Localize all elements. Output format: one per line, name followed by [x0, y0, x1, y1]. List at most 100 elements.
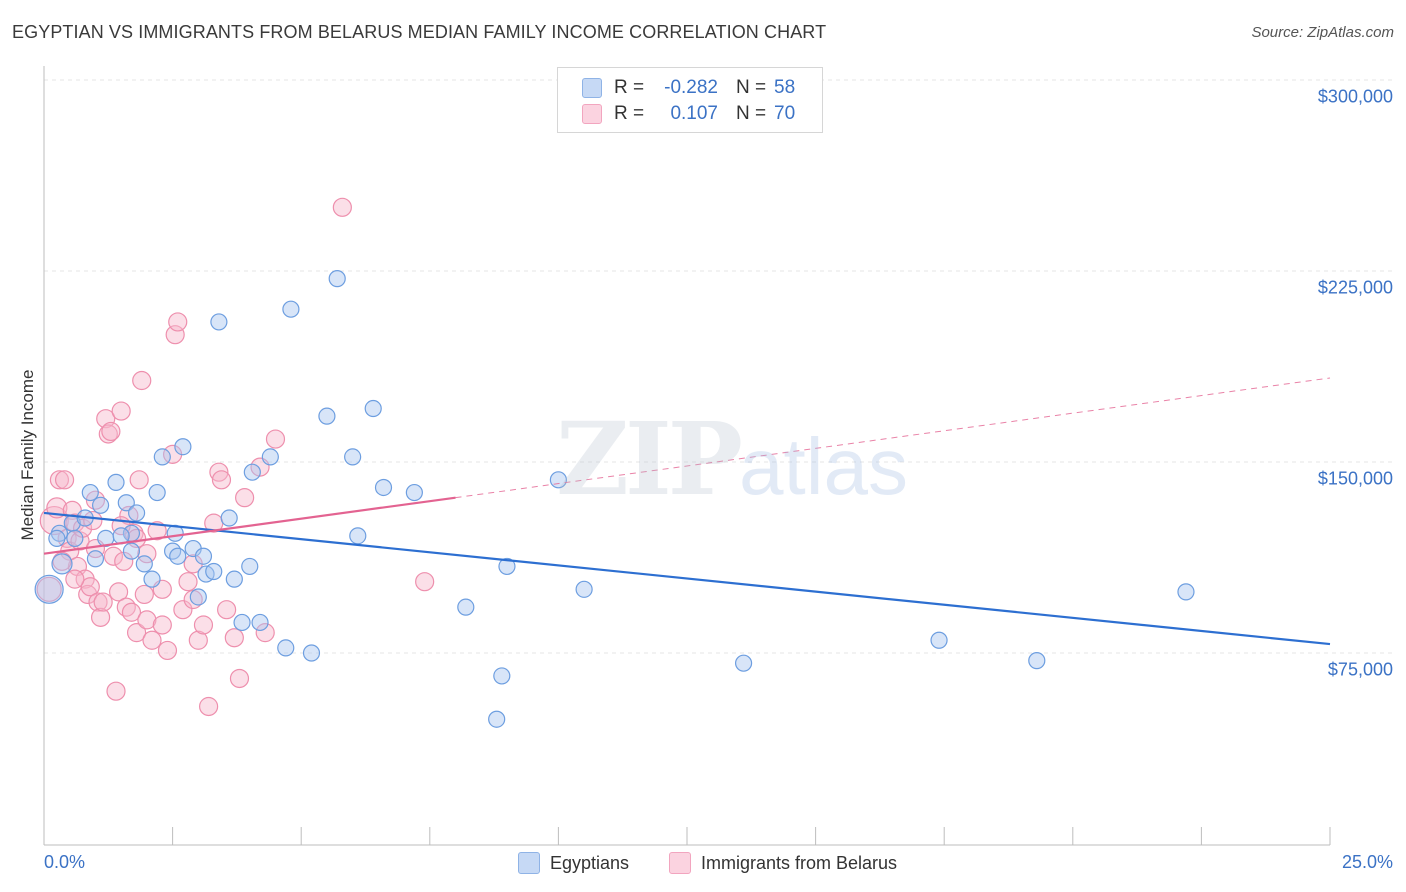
belarus-point: [78, 584, 98, 605]
belarus-trend-extension: [455, 377, 1331, 499]
egyptians-point: [302, 644, 321, 662]
bottom-swatch-pink: [669, 852, 691, 874]
source-credit: Source: ZipAtlas.com: [1251, 24, 1394, 41]
belarus-point: [193, 615, 214, 635]
legend-n-label: N =: [736, 77, 767, 98]
belarus-point: [173, 600, 193, 620]
egyptians-point: [498, 557, 516, 576]
belarus-point: [36, 576, 62, 602]
egyptians-point: [107, 473, 125, 491]
egyptians-point: [493, 667, 511, 685]
egyptians-point: [488, 710, 506, 728]
belarus-point: [188, 630, 208, 650]
egyptians-point: [328, 270, 346, 288]
belarus-point: [265, 429, 286, 449]
legend-n-value: 58: [774, 77, 796, 98]
belarus-point: [211, 470, 232, 490]
y-tick-label: $150,000: [1317, 468, 1393, 489]
belarus-point: [199, 696, 219, 717]
belarus-point: [49, 470, 70, 490]
egyptians-point: [34, 574, 64, 604]
egyptians-point: [282, 300, 300, 318]
egyptians-point: [1177, 583, 1195, 601]
belarus-point: [142, 630, 162, 650]
legend-swatch-blue: [582, 78, 602, 98]
belarus-point: [129, 470, 149, 490]
egyptians-point: [243, 463, 261, 481]
belarus-point: [147, 521, 167, 541]
belarus-point: [88, 592, 108, 612]
belarus-point: [65, 569, 85, 589]
legend-r-label: R =: [614, 77, 645, 98]
belarus-point: [106, 681, 126, 701]
legend-r-label: R =: [614, 103, 645, 124]
belarus-point: [134, 584, 154, 605]
belarus-point: [168, 312, 188, 332]
egyptians-point: [277, 639, 295, 657]
belarus-point: [255, 623, 275, 643]
belarus-point: [108, 582, 129, 602]
egyptians-point: [66, 529, 84, 548]
belarus-point: [96, 409, 116, 429]
belarus-point: [217, 600, 237, 620]
legend-row-belarus: R = 0.107 N = 70: [582, 102, 795, 126]
belarus-point: [116, 597, 136, 617]
belarus-point: [98, 424, 118, 444]
belarus-point: [93, 592, 113, 612]
egyptians-point: [174, 438, 192, 456]
belarus-point: [103, 546, 124, 566]
egyptians-point: [734, 654, 753, 672]
egyptians-point: [374, 478, 393, 497]
egyptians-point: [220, 509, 238, 527]
bottom-swatch-blue: [518, 852, 540, 874]
belarus-trend-line: [43, 496, 456, 555]
belarus-point: [229, 668, 250, 689]
egyptians-point: [189, 588, 207, 606]
belarus-point: [209, 462, 229, 482]
egyptians-point: [318, 407, 336, 425]
belarus-point: [224, 628, 244, 648]
egyptians-point: [233, 613, 251, 632]
egyptians-point: [91, 496, 110, 514]
egyptians-point: [241, 557, 259, 576]
egyptians-point: [1028, 652, 1046, 670]
belarus-point: [80, 577, 100, 597]
egyptians-point: [225, 570, 243, 588]
belarus-point: [415, 572, 435, 592]
egyptians-trend-line: [43, 511, 1331, 646]
legend-swatch-pink: [582, 104, 602, 124]
egyptians-point: [81, 483, 99, 502]
egyptians-point: [86, 550, 105, 568]
legend-n-label: N =: [736, 103, 767, 124]
bottom-legend-label: Immigrants from Belarus: [701, 852, 898, 873]
belarus-point: [111, 401, 131, 421]
belarus-point: [178, 572, 198, 592]
legend-r-value: 0.107: [670, 103, 718, 124]
egyptians-point: [194, 547, 213, 565]
egyptians-point: [457, 598, 475, 616]
legend-row-egyptians: R = -0.282 N = 58: [582, 76, 795, 100]
x-tick-label-min: 0.0%: [44, 852, 86, 872]
egyptians-point: [48, 529, 66, 548]
belarus-point: [137, 544, 157, 564]
egyptians-point: [148, 483, 166, 502]
watermark-atlas: atlas: [738, 422, 908, 511]
egyptians-point: [135, 555, 153, 573]
legend-n-value: 70: [774, 103, 796, 124]
belarus-point: [101, 421, 121, 442]
watermark-zip: ZIP: [556, 400, 743, 518]
y-tick-label: $300,000: [1317, 86, 1393, 107]
belarus-point: [90, 607, 111, 627]
trend-lines: [43, 377, 1331, 646]
belarus-point: [54, 470, 75, 490]
egyptians-point: [344, 448, 362, 466]
legend: R = -0.282 N = 58 R = 0.107 N = 70: [557, 67, 823, 133]
belarus-point: [126, 623, 147, 643]
egyptians-point: [117, 494, 135, 512]
egyptians-point: [364, 399, 382, 418]
belarus-point: [157, 640, 178, 661]
belarus-point: [137, 610, 157, 630]
egyptians-point: [930, 631, 948, 649]
egyptians-point: [164, 542, 182, 560]
